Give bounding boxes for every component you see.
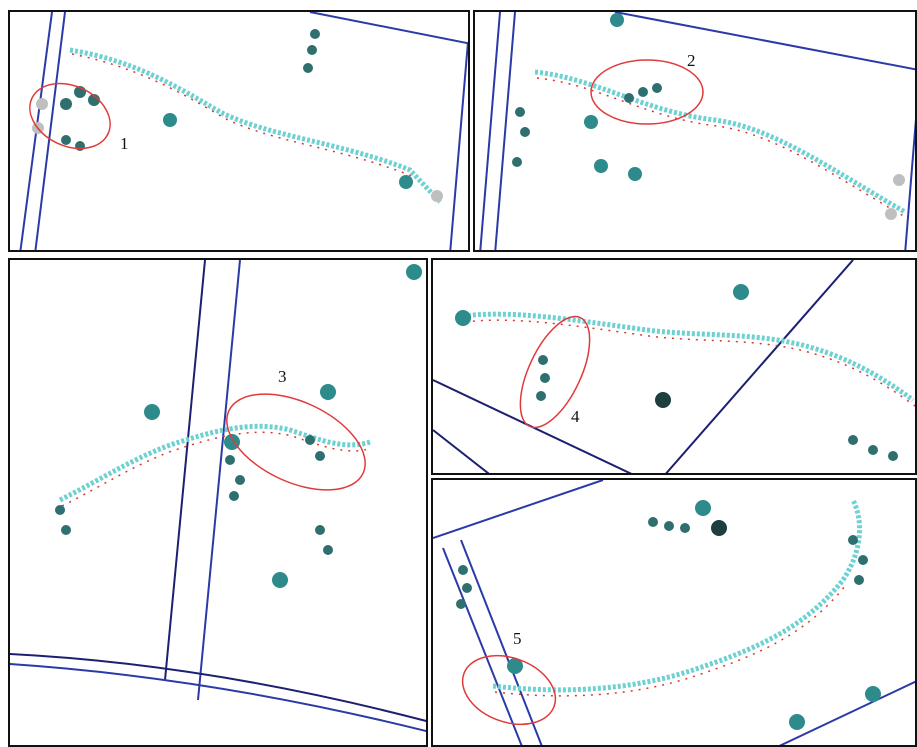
polymer-chain xyxy=(462,311,915,403)
panel-label: 1 xyxy=(120,134,129,153)
simulation-box-edges xyxy=(19,12,468,250)
ion-sphere xyxy=(272,572,288,588)
ion-sphere xyxy=(610,13,624,27)
ion-sphere xyxy=(733,284,749,300)
snapshot-1-canvas xyxy=(19,12,468,250)
ion-sphere xyxy=(865,686,881,702)
hydrogen-atom xyxy=(885,208,897,220)
ion-sphere xyxy=(399,175,413,189)
simulation-box-edges xyxy=(479,12,915,250)
ion-sphere xyxy=(594,159,608,173)
highlight-ellipse xyxy=(590,59,704,125)
highlight-ellipse xyxy=(226,393,366,491)
ion-sphere xyxy=(224,434,240,450)
highlight-ellipse xyxy=(519,315,591,429)
snapshot-5-canvas xyxy=(433,480,915,745)
simulation-box-edges xyxy=(433,480,915,745)
ion-sphere xyxy=(655,392,671,408)
ion-sphere xyxy=(320,384,336,400)
panel-3: 3 xyxy=(8,258,428,747)
highlight-ellipse xyxy=(461,654,557,726)
hydrogen-atom xyxy=(893,174,905,186)
aromatic-molecule xyxy=(55,435,333,555)
ion-sphere xyxy=(711,520,727,536)
ion-sphere xyxy=(406,264,422,280)
polymer-chain xyxy=(69,47,442,204)
panel-label: 5 xyxy=(513,629,522,648)
simulation-box-edges xyxy=(10,260,426,733)
molecule-vertical xyxy=(303,29,320,73)
ion-sphere xyxy=(584,115,598,129)
ion-sphere xyxy=(628,167,642,181)
aromatic-molecule xyxy=(456,517,868,609)
panel-2: 2 xyxy=(473,10,917,252)
polymer-chain xyxy=(492,498,863,693)
hydrogen-atom xyxy=(36,98,48,110)
panel-5: 5 xyxy=(431,478,917,747)
aromatic-molecule xyxy=(512,83,662,167)
ion-sphere xyxy=(163,113,177,127)
aromatic-molecule xyxy=(536,355,898,461)
panel-label: 4 xyxy=(571,407,580,426)
ion-sphere xyxy=(789,714,805,730)
ion-sphere xyxy=(144,404,160,420)
panel-label: 3 xyxy=(278,367,287,386)
ion-sphere xyxy=(455,310,471,326)
panel-label: 2 xyxy=(687,51,696,70)
highlight-ellipse xyxy=(29,82,111,150)
ion-sphere xyxy=(507,658,523,674)
simulation-box-edges xyxy=(433,260,854,473)
snapshot-4-canvas xyxy=(433,260,915,473)
polymer-chain xyxy=(58,423,371,503)
hydrogen-atom xyxy=(431,190,443,202)
ion-sphere xyxy=(695,500,711,516)
snapshot-2-canvas xyxy=(479,12,915,250)
panel-4: 4 xyxy=(431,258,917,475)
panel-1: 1 xyxy=(8,10,470,252)
snapshot-3-canvas xyxy=(10,260,426,733)
polymer-chain xyxy=(534,69,907,215)
